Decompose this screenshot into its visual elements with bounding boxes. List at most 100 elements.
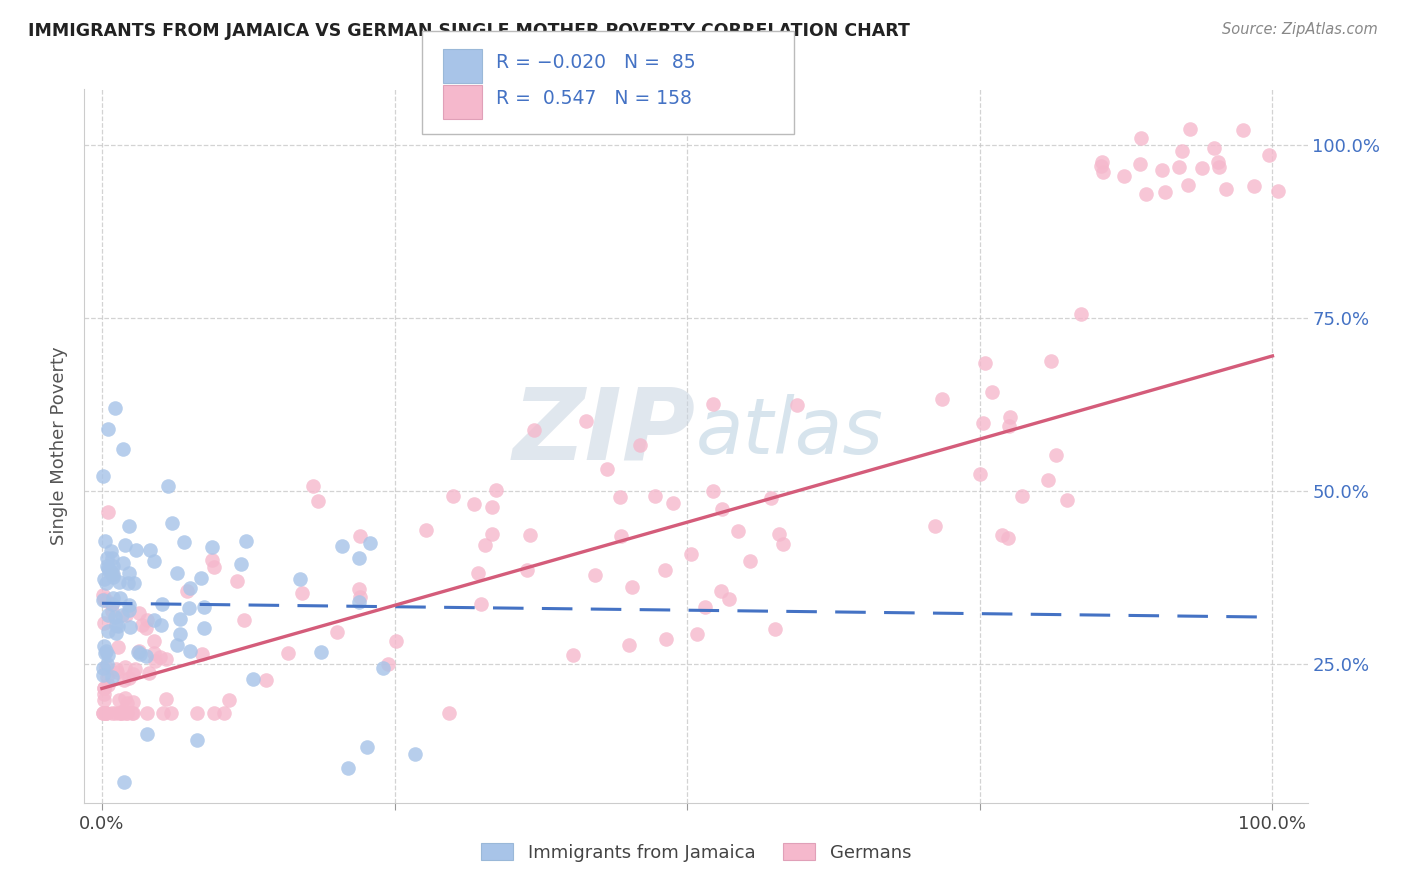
Point bbox=[108, 591, 131, 605]
Point bbox=[108, 574, 131, 589]
Point bbox=[1129, 157, 1152, 171]
Point bbox=[94, 575, 117, 590]
Point bbox=[91, 661, 114, 675]
Point bbox=[135, 648, 157, 663]
Point bbox=[301, 479, 323, 493]
Point bbox=[190, 571, 212, 585]
Point bbox=[679, 548, 702, 562]
Point bbox=[107, 619, 129, 633]
Point bbox=[969, 467, 991, 482]
Point bbox=[112, 442, 135, 457]
Point bbox=[229, 557, 252, 571]
Point bbox=[212, 706, 235, 720]
Point bbox=[190, 647, 212, 661]
Point bbox=[439, 706, 461, 720]
Legend: Immigrants from Jamaica, Germans: Immigrants from Jamaica, Germans bbox=[481, 843, 911, 862]
Point bbox=[93, 572, 115, 586]
Point bbox=[100, 565, 122, 579]
Point bbox=[485, 483, 508, 497]
Point bbox=[93, 646, 115, 660]
Point bbox=[325, 624, 347, 639]
Point bbox=[1206, 155, 1229, 169]
Text: IMMIGRANTS FROM JAMAICA VS GERMAN SINGLE MOTHER POVERTY CORRELATION CHART: IMMIGRANTS FROM JAMAICA VS GERMAN SINGLE… bbox=[28, 22, 910, 40]
Point bbox=[441, 489, 464, 503]
Point bbox=[93, 693, 115, 707]
Point bbox=[1177, 178, 1199, 192]
Point bbox=[332, 539, 354, 553]
Point bbox=[309, 644, 332, 658]
Point bbox=[122, 695, 145, 709]
Point bbox=[142, 634, 165, 648]
Point bbox=[127, 645, 149, 659]
Point bbox=[1152, 162, 1174, 177]
Point bbox=[96, 706, 118, 720]
Point bbox=[523, 423, 546, 437]
Point bbox=[101, 706, 124, 720]
Point bbox=[93, 616, 115, 631]
Point bbox=[763, 622, 786, 636]
Point bbox=[1180, 121, 1202, 136]
Point bbox=[710, 501, 733, 516]
Point bbox=[609, 490, 631, 504]
Point bbox=[122, 667, 145, 681]
Point bbox=[112, 556, 135, 570]
Point bbox=[166, 638, 188, 652]
Point bbox=[1011, 490, 1033, 504]
Point bbox=[202, 706, 225, 720]
Point bbox=[661, 496, 683, 510]
Point bbox=[169, 626, 191, 640]
Point bbox=[124, 662, 146, 676]
Point bbox=[519, 527, 541, 541]
Point bbox=[136, 706, 159, 720]
Point bbox=[149, 617, 172, 632]
Point bbox=[91, 668, 114, 682]
Point bbox=[96, 559, 118, 574]
Point bbox=[117, 671, 139, 685]
Point bbox=[1036, 473, 1059, 487]
Point bbox=[516, 562, 538, 576]
Point bbox=[128, 644, 150, 658]
Point bbox=[138, 665, 160, 680]
Point bbox=[1091, 155, 1114, 169]
Point bbox=[628, 438, 651, 452]
Point bbox=[377, 657, 399, 672]
Point bbox=[972, 416, 994, 430]
Point bbox=[124, 542, 146, 557]
Point bbox=[1243, 178, 1265, 193]
Point bbox=[96, 551, 118, 566]
Point bbox=[695, 599, 717, 614]
Point bbox=[107, 640, 129, 654]
Point bbox=[155, 652, 177, 666]
Point bbox=[620, 580, 643, 594]
Point bbox=[685, 627, 707, 641]
Point bbox=[575, 414, 598, 428]
Point bbox=[108, 706, 131, 720]
Point bbox=[610, 529, 633, 543]
Point bbox=[467, 566, 489, 581]
Point bbox=[115, 608, 138, 623]
Point bbox=[169, 612, 191, 626]
Point bbox=[97, 624, 120, 638]
Point bbox=[404, 747, 426, 762]
Point bbox=[177, 601, 200, 615]
Point bbox=[481, 500, 503, 514]
Point bbox=[356, 740, 378, 755]
Point bbox=[100, 567, 122, 582]
Point bbox=[91, 706, 114, 720]
Point bbox=[772, 537, 794, 551]
Point bbox=[96, 594, 118, 608]
Point bbox=[122, 576, 145, 591]
Point bbox=[118, 598, 141, 612]
Point bbox=[201, 553, 224, 567]
Point bbox=[101, 604, 124, 618]
Point bbox=[201, 541, 224, 555]
Point bbox=[727, 524, 749, 538]
Point bbox=[91, 593, 114, 607]
Point bbox=[101, 670, 124, 684]
Point bbox=[112, 775, 135, 789]
Point bbox=[104, 706, 127, 720]
Point bbox=[101, 597, 124, 611]
Point bbox=[242, 672, 264, 686]
Point bbox=[105, 625, 128, 640]
Point bbox=[1040, 354, 1063, 368]
